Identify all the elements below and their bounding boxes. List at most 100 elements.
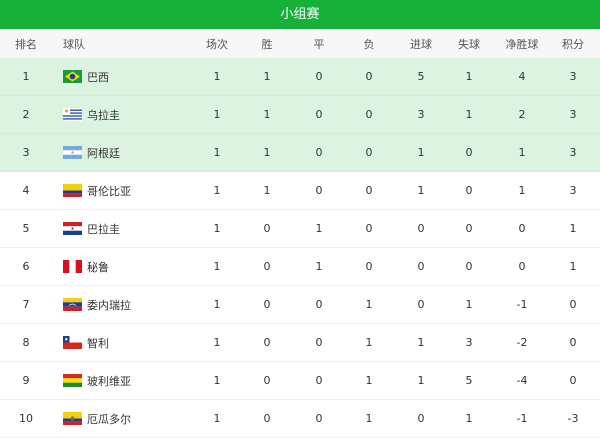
column-header-gf: 进球 <box>410 37 432 51</box>
argentina-flag-icon <box>63 146 82 159</box>
cell-pts: 3 <box>569 108 577 121</box>
cell-gd: 1 <box>518 146 526 159</box>
table-row: 10 厄瓜多尔 1 0 0 1 0 1 -1 -3 <box>0 400 600 438</box>
table-row: 9 玻利维亚 1 0 0 1 1 5 -4 0 <box>0 362 600 400</box>
cell-ga: 0 <box>465 222 473 235</box>
team-cell[interactable]: 委内瑞拉 <box>63 297 131 313</box>
team-name[interactable]: 巴拉圭 <box>87 222 120 236</box>
table-row: 7 委内瑞拉 1 0 0 1 0 1 -1 0 <box>0 286 600 324</box>
cell-l: 1 <box>365 374 373 387</box>
team-cell[interactable]: 玻利维亚 <box>63 373 131 389</box>
team-name[interactable]: 秘鲁 <box>87 260 109 274</box>
cell-pts: 1 <box>569 260 577 273</box>
cell-ga: 3 <box>465 336 473 349</box>
cell-rank: 9 <box>22 374 30 387</box>
cell-gd: 0 <box>518 260 526 273</box>
group-stage-title: 小组赛 <box>0 0 600 29</box>
table-row: 5 巴拉圭 1 0 1 0 0 0 0 1 <box>0 210 600 248</box>
cell-d: 0 <box>315 412 323 425</box>
cell-pts: 0 <box>569 298 577 311</box>
table-row: 4 哥伦比亚 1 1 0 0 1 0 1 3 <box>0 172 600 210</box>
cell-gd: 1 <box>518 184 526 197</box>
cell-pts: 0 <box>569 336 577 349</box>
team-cell[interactable]: 乌拉圭 <box>63 107 120 123</box>
cell-p: 1 <box>213 70 221 83</box>
bolivia-flag-icon <box>63 374 82 387</box>
team-name[interactable]: 智利 <box>87 336 109 350</box>
cell-gf: 3 <box>417 108 425 121</box>
team-name[interactable]: 委内瑞拉 <box>87 298 131 312</box>
team-name[interactable]: 厄瓜多尔 <box>87 412 131 426</box>
cell-gd: 0 <box>518 222 526 235</box>
cell-rank: 4 <box>22 184 30 197</box>
team-cell[interactable]: 阿根廷 <box>63 145 120 161</box>
cell-pts: -3 <box>567 412 579 425</box>
standings-table: 1 巴西 1 1 0 0 5 1 4 3 2 乌拉圭 1 1 0 0 3 1 2 3 3 阿根廷 1 1 0 0 1 0 1 3 4 哥伦比亚… <box>0 58 600 438</box>
cell-ga: 1 <box>465 412 473 425</box>
table-row: 2 乌拉圭 1 1 0 0 3 1 2 3 <box>0 96 600 134</box>
team-name[interactable]: 玻利维亚 <box>87 374 131 388</box>
column-header-pts: 积分 <box>562 37 584 51</box>
column-header-w: 胜 <box>261 37 273 51</box>
team-cell[interactable]: 哥伦比亚 <box>63 183 131 199</box>
cell-gd: -4 <box>516 374 528 387</box>
cell-p: 1 <box>213 184 221 197</box>
table-row: 6 秘鲁 1 0 1 0 0 0 0 1 <box>0 248 600 286</box>
team-cell[interactable]: 智利 <box>63 335 109 351</box>
cell-d: 0 <box>315 146 323 159</box>
uruguay-flag-icon <box>63 108 82 121</box>
cell-gf: 1 <box>417 336 425 349</box>
cell-gd: 2 <box>518 108 526 121</box>
paraguay-flag-icon <box>63 222 82 235</box>
cell-p: 1 <box>213 222 221 235</box>
cell-rank: 10 <box>19 412 33 425</box>
cell-p: 1 <box>213 146 221 159</box>
cell-d: 0 <box>315 336 323 349</box>
cell-ga: 1 <box>465 70 473 83</box>
team-cell[interactable]: 秘鲁 <box>63 259 109 275</box>
cell-w: 0 <box>263 336 271 349</box>
cell-w: 1 <box>263 70 271 83</box>
cell-d: 0 <box>315 374 323 387</box>
colombia-flag-icon <box>63 184 82 197</box>
column-header-rank: 排名 <box>15 37 37 51</box>
cell-p: 1 <box>213 108 221 121</box>
cell-p: 1 <box>213 336 221 349</box>
team-name[interactable]: 巴西 <box>87 70 109 84</box>
team-name[interactable]: 哥伦比亚 <box>87 184 131 198</box>
cell-l: 1 <box>365 336 373 349</box>
cell-gf: 0 <box>417 298 425 311</box>
cell-d: 1 <box>315 260 323 273</box>
cell-ga: 1 <box>465 298 473 311</box>
cell-w: 0 <box>263 222 271 235</box>
cell-l: 0 <box>365 108 373 121</box>
cell-w: 0 <box>263 412 271 425</box>
cell-ga: 0 <box>465 184 473 197</box>
team-cell[interactable]: 巴西 <box>63 69 109 85</box>
column-header-gd: 净胜球 <box>505 37 539 51</box>
team-name[interactable]: 阿根廷 <box>87 146 120 160</box>
cell-rank: 1 <box>22 70 30 83</box>
cell-l: 1 <box>365 298 373 311</box>
cell-gd: -1 <box>516 412 528 425</box>
table-row: 8 智利 1 0 0 1 1 3 -2 0 <box>0 324 600 362</box>
cell-d: 1 <box>315 222 323 235</box>
cell-l: 0 <box>365 70 373 83</box>
chile-flag-icon <box>63 336 82 349</box>
column-header-team: 球队 <box>63 37 85 51</box>
cell-ga: 5 <box>465 374 473 387</box>
team-cell[interactable]: 厄瓜多尔 <box>63 411 131 427</box>
cell-ga: 0 <box>465 260 473 273</box>
cell-d: 0 <box>315 108 323 121</box>
peru-flag-icon <box>63 260 82 273</box>
cell-gf: 0 <box>417 412 425 425</box>
team-name[interactable]: 乌拉圭 <box>87 108 120 122</box>
column-header-ga: 失球 <box>458 37 480 51</box>
cell-l: 0 <box>365 184 373 197</box>
cell-l: 0 <box>365 260 373 273</box>
cell-gd: 4 <box>518 70 526 83</box>
cell-p: 1 <box>213 298 221 311</box>
cell-pts: 1 <box>569 222 577 235</box>
cell-gf: 0 <box>417 222 425 235</box>
team-cell[interactable]: 巴拉圭 <box>63 221 120 237</box>
